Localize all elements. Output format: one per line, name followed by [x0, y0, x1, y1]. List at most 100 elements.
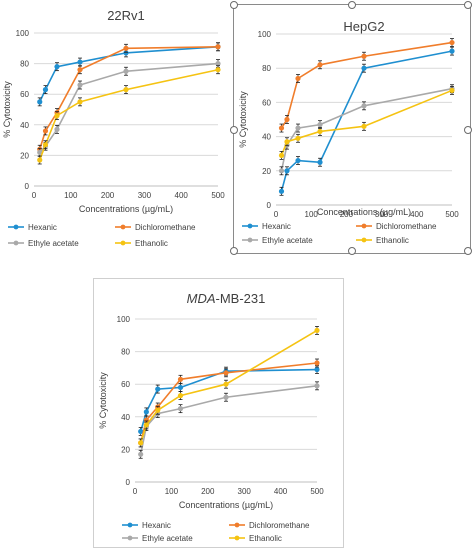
legend-label: Ethyle acetate: [28, 239, 79, 248]
data-point: [143, 417, 149, 423]
y-tick-label: 100: [16, 29, 30, 38]
y-tick-label: 20: [262, 167, 271, 176]
series-line: [280, 50, 453, 192]
legend-marker: [247, 223, 253, 229]
data-point: [138, 451, 144, 457]
chart-svg-mda-mb-231: 0 20 40 60 80 100 0 100 200 300 400 500 MDA-MB-231 Co…: [98, 291, 324, 543]
data-point: [223, 370, 229, 376]
series-line: [139, 329, 318, 444]
legend-marker: [234, 522, 240, 528]
chart-svg-hepg2: 0 20 40 60 80 100 0 100 200 300 400 500 HepG2 Concent…: [238, 19, 459, 245]
x-axis-label: Concentrations (µg/mL): [317, 207, 411, 217]
data-point: [295, 125, 301, 131]
data-point: [278, 188, 285, 194]
data-point: [278, 152, 285, 159]
data-point: [138, 440, 144, 446]
resize-handle-bottom-middle[interactable]: [348, 247, 356, 255]
y-tick-label: 100: [117, 315, 131, 324]
data-point: [54, 113, 60, 119]
legend-marker: [13, 240, 19, 246]
legend-label: Dichloromethane: [249, 521, 310, 530]
data-point: [177, 384, 184, 391]
data-point: [123, 87, 129, 93]
legend-label: Ethanolic: [249, 534, 282, 543]
resize-handle-top-middle[interactable]: [348, 1, 356, 9]
data-point: [314, 366, 320, 373]
data-point: [143, 422, 149, 428]
data-point: [449, 39, 455, 46]
x-tick-label: 400: [410, 210, 424, 219]
data-point: [77, 99, 83, 105]
data-point: [314, 383, 320, 389]
chart-title-italic: MDA: [187, 291, 216, 306]
x-tick-label: 100: [165, 487, 179, 496]
data-point: [215, 61, 221, 67]
data-point: [143, 409, 149, 415]
y-tick-label: 0: [25, 182, 30, 191]
data-point: [77, 67, 83, 73]
data-point: [215, 44, 221, 50]
data-point: [155, 386, 161, 392]
legend-label: Ethanolic: [135, 239, 168, 248]
resize-handle-top-right[interactable]: [464, 1, 472, 9]
x-tick-label: 500: [310, 487, 324, 496]
data-point: [449, 87, 455, 94]
legend-label: Hexanic: [262, 222, 291, 231]
data-point: [177, 376, 184, 382]
resize-handle-middle-left[interactable]: [230, 126, 238, 134]
x-tick-label: 300: [375, 210, 389, 219]
y-tick-label: 60: [20, 90, 29, 99]
legend-label: Ethanolic: [376, 236, 409, 245]
legend-marker: [120, 240, 126, 246]
x-tick-label: 200: [101, 191, 115, 200]
data-point: [42, 142, 49, 148]
y-tick-label: 20: [20, 151, 29, 160]
data-point: [284, 168, 290, 174]
x-tick-label: 500: [211, 191, 225, 200]
data-point: [54, 126, 60, 132]
data-point: [42, 128, 49, 134]
legend-label: Ethyle acetate: [142, 534, 193, 543]
chart-title: MDA-MB-231: [187, 291, 266, 306]
y-axis-label: % Cytotoxicity: [98, 372, 108, 429]
data-point: [314, 327, 320, 334]
series-line: [139, 362, 318, 444]
series-line: [39, 62, 219, 153]
legend-marker: [127, 535, 133, 541]
data-point: [317, 159, 323, 165]
legend-label: Hexanic: [142, 521, 171, 530]
data-point: [123, 68, 129, 74]
chart-svg-22rv1: 0 20 40 60 80 100 0 100 200 300 400 500 22Rv1 Concent…: [2, 8, 225, 248]
data-point: [278, 168, 285, 174]
y-tick-label: 40: [262, 133, 271, 142]
legend-marker: [361, 237, 367, 243]
resize-handle-middle-right[interactable]: [464, 126, 472, 134]
data-point: [223, 394, 229, 400]
data-point: [284, 139, 290, 145]
data-point: [177, 393, 184, 399]
data-point: [37, 157, 43, 163]
data-point: [42, 87, 49, 93]
chart-panel-22rv1: 0 20 40 60 80 100 0 100 200 300 400 500 22Rv1 Concent…: [0, 0, 232, 262]
legend-label: Hexanic: [28, 223, 57, 232]
x-tick-label: 500: [445, 210, 459, 219]
data-point: [317, 122, 323, 128]
y-tick-label: 80: [262, 64, 271, 73]
y-tick-label: 60: [121, 380, 130, 389]
x-tick-label: 100: [64, 191, 78, 200]
data-point: [314, 360, 320, 366]
x-tick-label: 400: [175, 191, 189, 200]
data-point: [155, 407, 161, 413]
legend-marker: [361, 223, 367, 229]
x-axis-label: Concentrations (µg/mL): [79, 204, 173, 214]
resize-handle-top-left[interactable]: [230, 1, 238, 9]
resize-handle-bottom-right[interactable]: [464, 247, 472, 255]
y-tick-label: 20: [121, 445, 130, 454]
series-line: [139, 385, 318, 455]
data-point: [361, 53, 367, 59]
resize-handle-bottom-left[interactable]: [230, 247, 238, 255]
series-line: [38, 45, 219, 150]
chart-panel-hepg2[interactable]: 0 20 40 60 80 100 0 100 200 300 400 500 HepG2 Concent…: [230, 1, 472, 255]
x-tick-label: 200: [201, 487, 215, 496]
data-point: [223, 381, 229, 387]
